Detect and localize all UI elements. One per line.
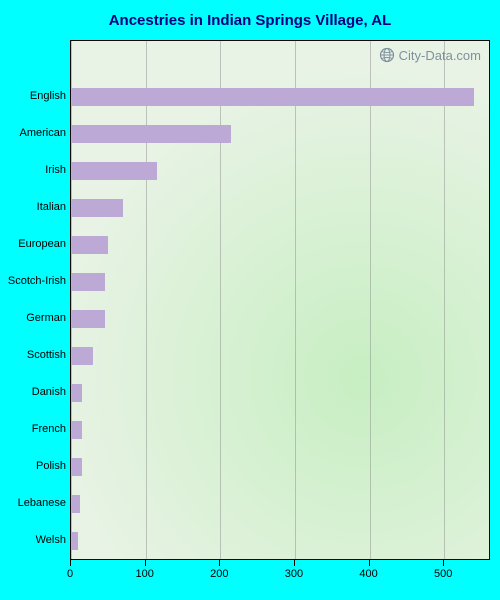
grid-line [444,41,445,559]
x-tick [70,560,71,566]
y-tick-label: European [0,238,66,250]
y-tick-label: Irish [0,164,66,176]
x-tick [294,560,295,566]
y-tick-label: French [0,423,66,435]
x-tick [369,560,370,566]
bar [71,273,105,291]
x-axis: 0 100 200 300 400 500 [70,560,490,590]
bar [71,495,80,513]
y-tick-label: Polish [0,460,66,472]
grid-line [370,41,371,559]
y-tick-label: Welsh [0,534,66,546]
x-tick-label: 0 [67,568,73,580]
x-tick-label: 500 [434,568,452,580]
bar [71,125,231,143]
y-tick-label: Lebanese [0,497,66,509]
bar [71,532,78,550]
y-tick-label: American [0,127,66,139]
x-tick [443,560,444,566]
y-tick-label: Danish [0,386,66,398]
bar [71,88,474,106]
bar [71,162,157,180]
x-tick [145,560,146,566]
grid-line [146,41,147,559]
x-tick-label: 100 [135,568,153,580]
bar [71,384,82,402]
chart-canvas: Ancestries in Indian Springs Village, AL… [0,0,500,600]
y-tick-label: Italian [0,201,66,213]
plot-background [71,41,489,559]
y-tick-label: Scottish [0,349,66,361]
y-tick-label: English [0,90,66,102]
chart-title: Ancestries in Indian Springs Village, AL [10,12,490,29]
x-tick-label: 300 [285,568,303,580]
x-tick-label: 400 [359,568,377,580]
grid-line [220,41,221,559]
bar [71,347,93,365]
bar [71,199,123,217]
y-tick-label: Scotch-Irish [0,275,66,287]
y-tick-label: German [0,312,66,324]
y-axis-labels: English American Irish Italian European Scotc… [0,40,66,560]
bar [71,310,105,328]
grid-line [295,41,296,559]
x-tick-label: 200 [210,568,228,580]
grid-line [71,41,72,559]
plot-area: City-Data.com [70,40,490,560]
bar [71,421,82,439]
x-tick [219,560,220,566]
bar [71,458,82,476]
bar [71,236,108,254]
